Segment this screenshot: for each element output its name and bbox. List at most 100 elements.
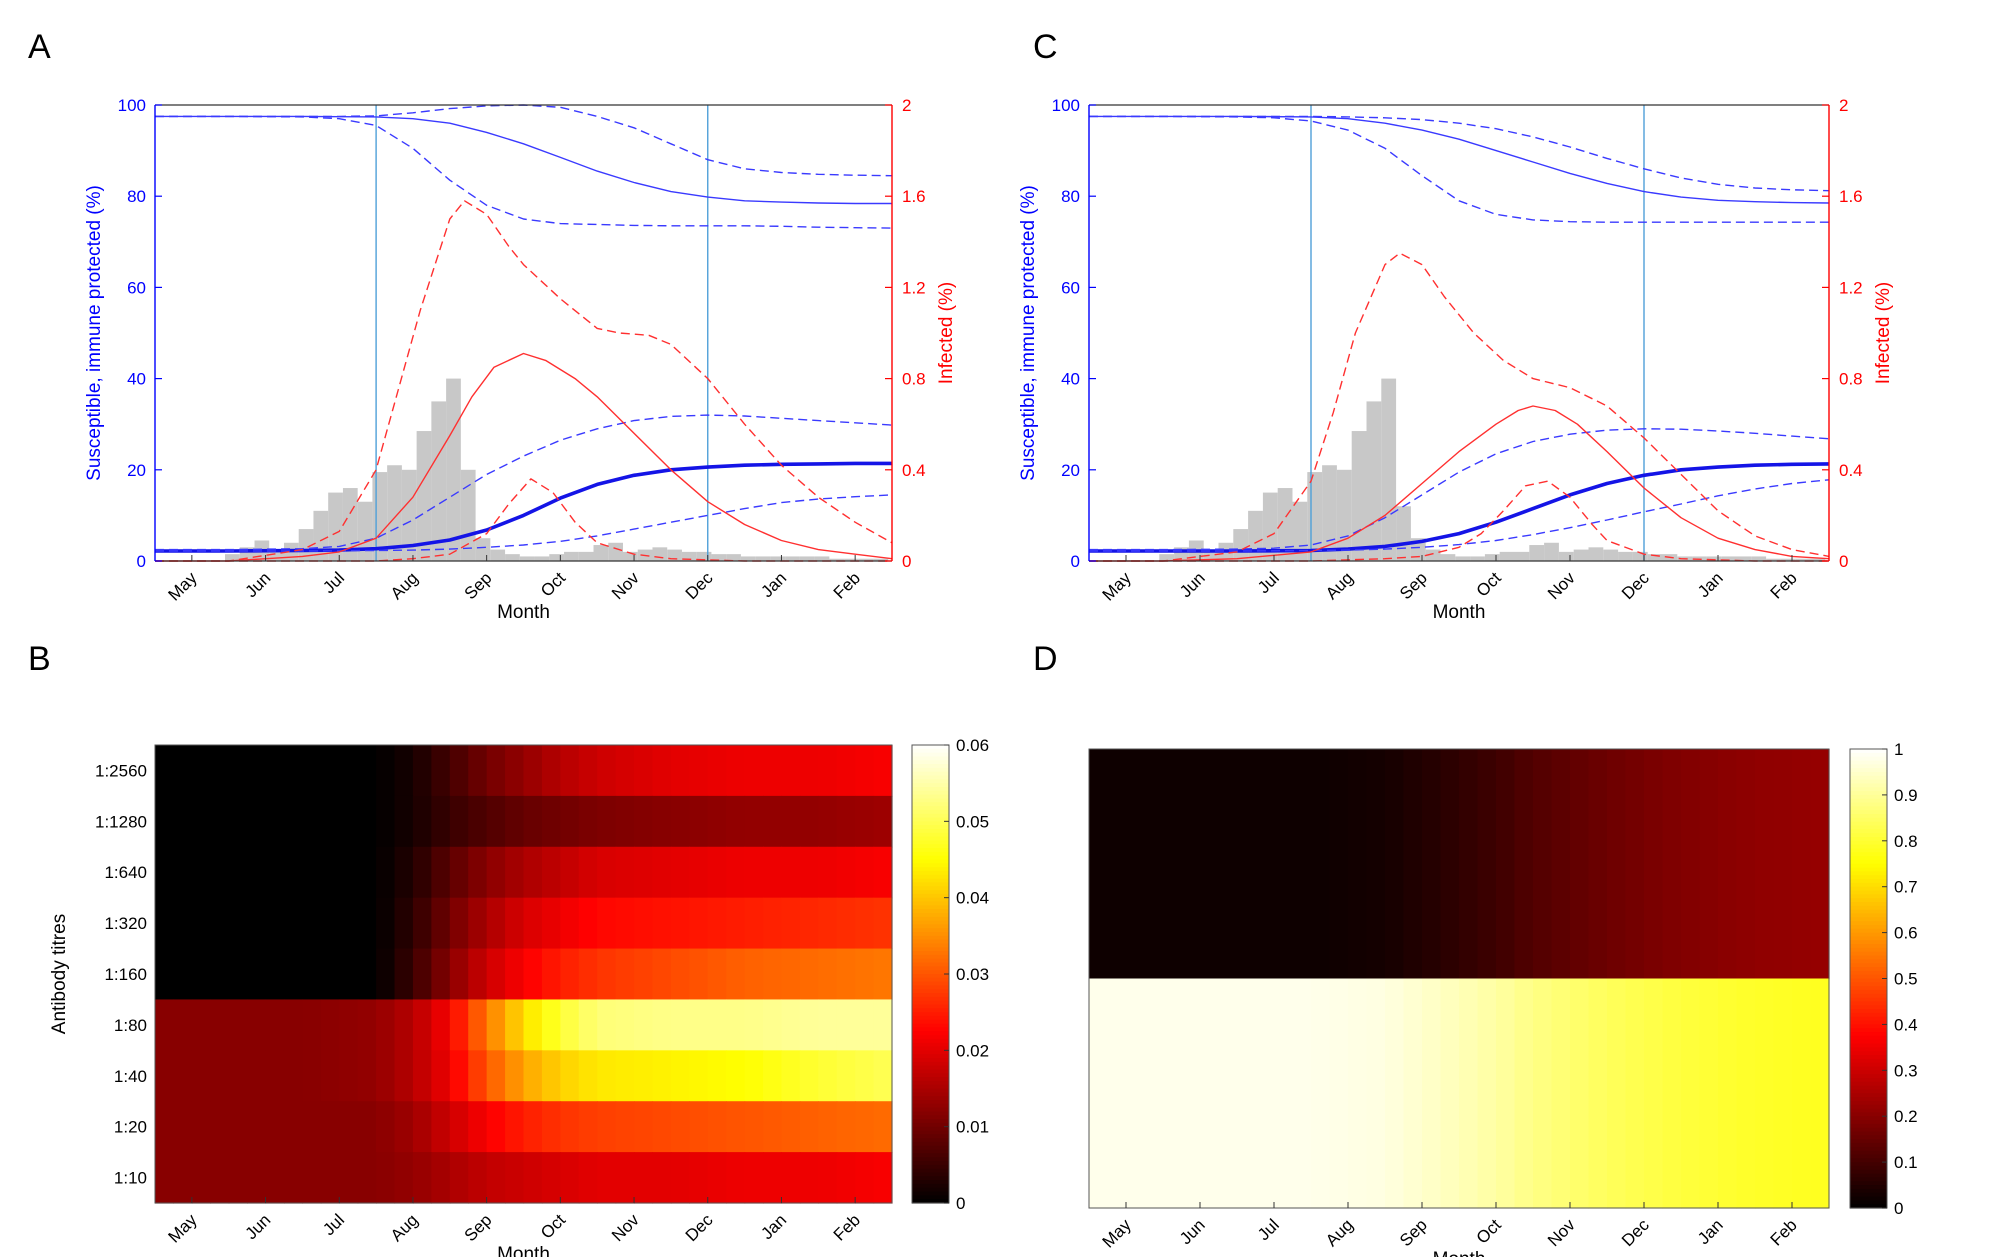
histogram-bar [844,558,859,561]
histogram-bar [534,556,550,561]
colorbar-step [912,1061,949,1067]
colorbar-step [912,1183,949,1189]
heatmap-cell [376,1050,396,1102]
colorbar-step [912,832,949,838]
colorbar-step [1850,936,1887,941]
heatmap-cell [1810,749,1830,980]
colorbar-step [1850,1169,1887,1175]
heatmap-cell [376,897,396,950]
heatmap-cell [799,1152,819,1204]
heatmap-cell [781,1050,801,1102]
heatmap-cell [1477,978,1497,1209]
infected-series-line [155,352,893,562]
colorbar-step [912,970,949,975]
heatmap-cell [763,1101,783,1153]
colorbar-tick-label: 0.01 [956,1118,989,1137]
heatmap-cell [228,999,248,1051]
colorbar-step [1850,1024,1887,1029]
heatmap-cell [1144,749,1164,980]
histogram-bar [460,469,476,561]
histogram-bar [858,558,874,561]
colorbar-step [912,752,949,758]
heatmap-cell [652,1050,672,1102]
heatmap-cell [744,1152,764,1204]
colorbar-tick-label: 0.7 [1894,878,1918,897]
heatmap-cell [818,795,838,848]
colorbar-step [912,1035,949,1040]
left-y-tick-label: 0 [137,552,146,571]
colorbar-step [912,1180,949,1185]
heatmap-cell [799,745,819,797]
colorbar-tick-label: 0.8 [1894,832,1918,851]
colorbar-step [912,1115,949,1120]
susceptible-series-line [155,115,893,229]
colorbar-step [912,1096,949,1101]
colorbar-step [912,859,949,864]
heatmap-cell [597,1050,617,1102]
heatmap-cell [1718,978,1738,1209]
heatmap-cell [652,999,672,1051]
colorbar-step [1850,1085,1887,1091]
heatmap-cell [228,795,248,848]
colorbar-step [912,1199,949,1204]
heatmap-cell [1144,978,1164,1209]
heatmap-cell [1385,978,1405,1209]
heatmap-cell [1810,978,1830,1209]
colorbar-step [912,821,949,826]
heatmap-cell [726,846,746,899]
colorbar-step [912,958,949,964]
heatmap-cell [468,1101,488,1153]
colorbar-step [1850,913,1887,918]
colorbar-step [912,1145,949,1151]
heatmap-cell [357,1050,377,1102]
y-tick-label: 1:10 [114,1169,147,1188]
colorbar-step [912,901,949,906]
heatmap-cell [431,1050,451,1102]
heatmap-cell [155,999,175,1051]
colorbar-step [1850,940,1887,945]
colorbar-step [912,786,949,792]
heatmap-cell [578,999,598,1051]
heatmap-cell [394,745,414,797]
heatmap-cell [818,897,838,950]
right-y-tick-label: 0.8 [902,370,926,389]
panel-b-heatmap: 1:2560 1:1280 1:640 1:320 1:160 1:80 1:40 1:20 1… [49,736,989,1257]
histogram-bar [1647,554,1663,561]
heatmap-cell [449,795,469,848]
heatmap-cell [283,1101,303,1153]
heatmap-cell [634,897,654,950]
heatmap-cell [431,1152,451,1204]
colorbar-step [912,802,949,807]
histogram-bar [1455,556,1471,561]
heatmap-cell [763,846,783,899]
colorbar-tick-label: 0.5 [1894,970,1918,989]
heatmap-cell [247,795,267,848]
heatmap-cell [855,846,875,899]
heatmap-cell [726,999,746,1051]
heatmap-cell [799,1050,819,1102]
colorbar-step [1850,806,1887,811]
colorbar-step [1850,1196,1887,1201]
colorbar-step [912,1187,949,1193]
colorbar-step [912,794,949,800]
colorbar-step [1850,1200,1887,1205]
heatmap-cell [302,897,322,950]
heatmap-cell [523,1152,543,1204]
heatmap-cell [578,1101,598,1153]
histogram-bar [1721,556,1737,561]
susceptible-series-line [155,104,893,177]
colorbar-step [1850,890,1887,895]
heatmap-cell [1292,749,1312,980]
heatmap-cell [1459,978,1479,1209]
colorbar-step [912,947,949,952]
heatmap-cell [799,1101,819,1153]
heatmap-cell [670,897,690,950]
colorbar-step [912,1042,949,1048]
histogram-bar [1810,558,1826,561]
colorbar-step [1850,963,1887,968]
heatmap-cell [191,1101,211,1153]
histogram-bar [357,501,373,561]
panel-label-a: A [28,28,51,66]
colorbar-step [1850,829,1887,834]
heatmap-cell [578,745,598,797]
